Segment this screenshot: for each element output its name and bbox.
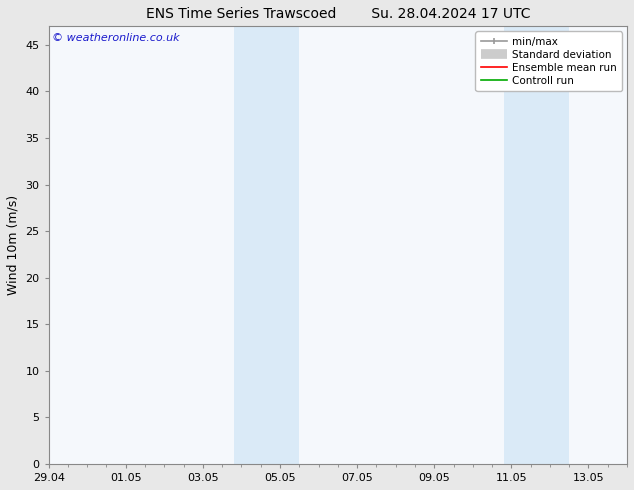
- Title: ENS Time Series Trawscoed        Su. 28.04.2024 17 UTC: ENS Time Series Trawscoed Su. 28.04.2024…: [146, 7, 530, 21]
- Legend: min/max, Standard deviation, Ensemble mean run, Controll run: min/max, Standard deviation, Ensemble me…: [476, 31, 622, 91]
- Y-axis label: Wind 10m (m/s): Wind 10m (m/s): [7, 195, 20, 295]
- Bar: [234, 26, 299, 464]
- Bar: [503, 26, 569, 464]
- Text: © weatheronline.co.uk: © weatheronline.co.uk: [51, 33, 179, 43]
